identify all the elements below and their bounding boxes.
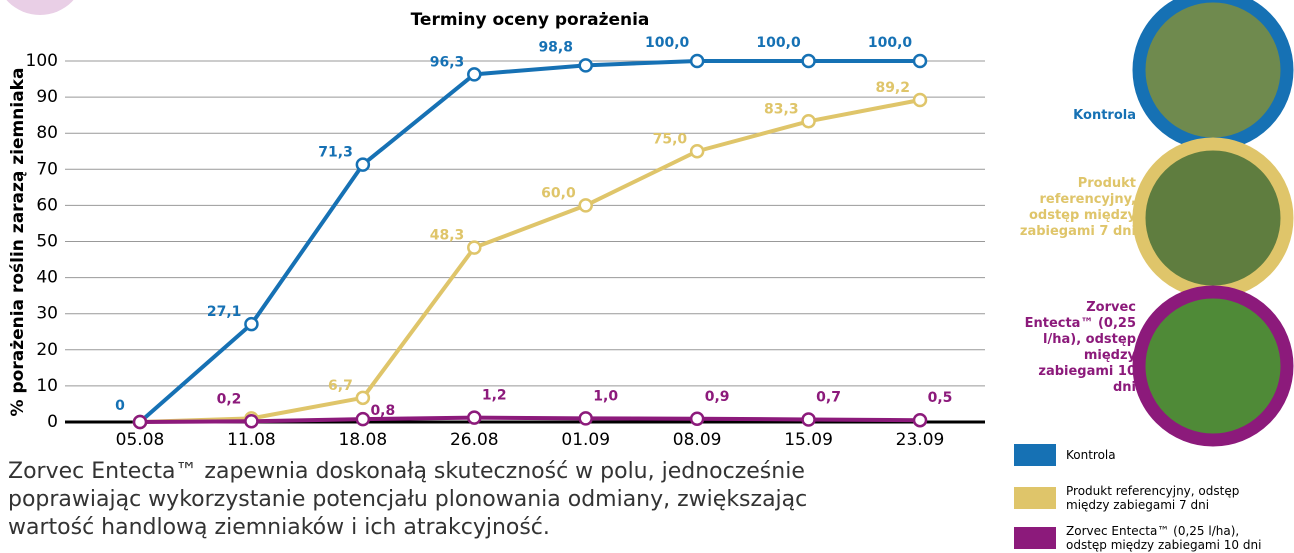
decoration [6,0,74,15]
y-tick-label: 10 [36,376,58,396]
chart-title: Terminy oceny porażenia [411,10,650,30]
point [132,414,148,430]
point [578,198,593,213]
legend-item: Kontrola [1014,444,1294,466]
x-tick-label: 01.09 [561,430,610,450]
point [467,410,482,425]
point [912,92,928,108]
x-tick-label: 11.08 [227,430,276,450]
y-tick-label: 20 [36,340,58,360]
legend-label: Kontrola [1066,448,1116,462]
data-label: 98,8 [538,39,573,55]
x-tick-label: 23.09 [896,430,945,450]
data-label: 100,0 [756,35,801,51]
point [801,53,816,69]
legend-label: Produkt referencyjny, odstęp między zabi… [1066,484,1240,512]
y-tick-label: 30 [36,304,58,324]
y-tick-label: 100 [26,51,58,71]
point [467,67,482,82]
legend-item: Produkt referencyjny, odstęp między zabi… [1014,484,1294,512]
data-label: 75,0 [653,131,688,147]
point [689,411,705,427]
data-label: 89,2 [875,80,910,96]
y-tick-label: 0 [47,412,58,432]
legend-item: Zorvec Entecta™ (0,25 l/ha), odstęp międ… [1014,524,1294,552]
data-label: 48,3 [430,228,465,244]
data-label: 71,3 [318,145,353,161]
data-label: 60,0 [541,185,576,201]
data-label: 0,7 [816,389,841,405]
data-label: 1,2 [482,388,507,404]
y-tick-label: 40 [36,268,58,288]
data-label: 0,9 [705,389,730,405]
point [355,411,371,427]
point [244,316,259,332]
y-tick-label: 80 [36,123,58,143]
data-label: 83,3 [764,101,799,117]
point [578,58,593,73]
point [912,53,928,69]
point [578,411,593,426]
point [801,114,816,129]
line [138,59,920,424]
photo-label: Kontrola [1073,108,1136,123]
line [139,98,921,424]
x-tick-label: 08.09 [673,430,722,450]
y-axis-label: % porażenia roślin zarazą ziemniaka [8,68,28,417]
data-label: 0 [115,398,125,414]
legend-swatch [1014,444,1056,466]
point [355,157,371,172]
data-label: 100,0 [868,35,913,51]
x-tick-label: 26.08 [450,430,499,450]
point [355,390,371,406]
legend-swatch [1014,527,1056,549]
data-label: 96,3 [430,54,465,70]
y-tick-label: 70 [36,159,58,179]
data-label: 100,0 [645,35,690,51]
x-tick-label: 18.08 [339,430,388,450]
legend-label: Zorvec Entecta™ (0,25 l/ha), odstęp międ… [1066,524,1262,552]
data-label: 0,8 [370,403,395,419]
y-tick-label: 50 [36,232,58,252]
data-label: 27,1 [207,304,242,320]
point [244,414,259,429]
x-tick-label: 15.09 [784,430,833,450]
y-tick-label: 90 [36,87,58,107]
x-tick-label: 05.08 [116,430,165,450]
point [801,412,816,427]
point [912,412,928,428]
line [139,415,921,424]
photos [1132,0,1294,447]
data-label: 0,2 [217,391,242,407]
point [689,53,705,69]
legend-swatch [1014,487,1056,509]
caption: Zorvec Entecta™ zapewnia doskonałą skute… [8,459,808,540]
data-label: 6,7 [328,378,353,394]
photo-label: Produkt referencyjny, odstęp między zabi… [1019,176,1136,239]
data-label: 1,0 [593,388,618,404]
point [689,144,705,159]
y-tick-label: 60 [36,195,58,215]
data-label: 0,5 [928,390,953,406]
point [467,240,482,255]
photo-label: Zorvec Entecta™ (0,25 l/ha), odstęp międ… [1024,300,1136,395]
